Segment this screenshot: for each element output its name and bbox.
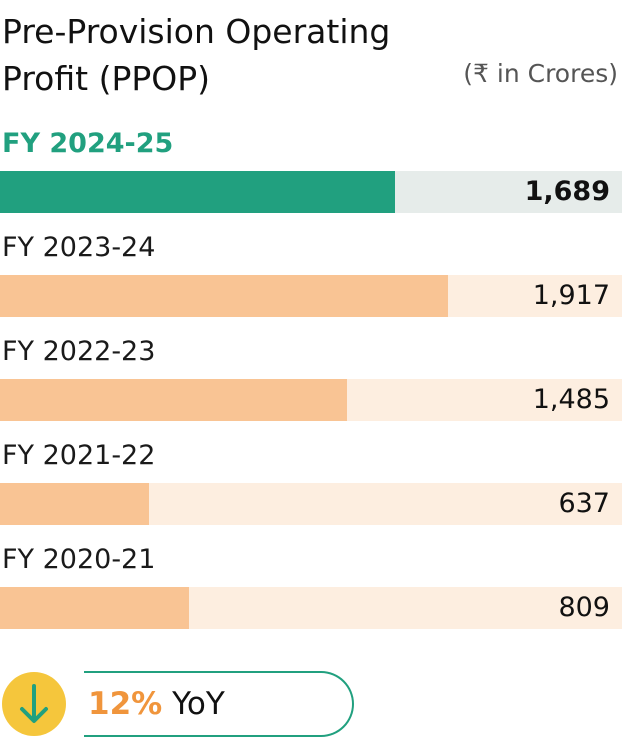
- category-label: FY 2024-25: [2, 128, 174, 159]
- yoy-percent: 12%: [88, 686, 163, 722]
- arrow-down-icon: [2, 672, 66, 736]
- category-label: FY 2022-23: [2, 336, 156, 367]
- yoy-text: 12% YoY: [88, 684, 225, 724]
- bar: [0, 587, 189, 629]
- category-label: FY 2020-21: [2, 544, 156, 575]
- value-label: 809: [558, 592, 610, 623]
- value-label: 1,485: [532, 384, 610, 415]
- bar-track: 1,917: [0, 275, 622, 317]
- value-label: 1,689: [524, 176, 610, 207]
- bar: [0, 171, 395, 213]
- value-label: 637: [558, 488, 610, 519]
- unit-label: (₹ in Crores): [463, 59, 618, 88]
- category-label: FY 2023-24: [2, 232, 156, 263]
- yoy-pill: [84, 671, 354, 737]
- bar-track: 1,485: [0, 379, 622, 421]
- bar: [0, 379, 347, 421]
- bar-track: 637: [0, 483, 622, 525]
- bar: [0, 483, 149, 525]
- bar-track: 809: [0, 587, 622, 629]
- chart-title: Pre-Provision Operating Profit (PPOP): [2, 12, 391, 98]
- category-label: FY 2021-22: [2, 440, 156, 471]
- bar-track: 1,689: [0, 171, 622, 213]
- bar: [0, 275, 448, 317]
- yoy-label: YoY: [172, 686, 225, 722]
- value-label: 1,917: [532, 280, 610, 311]
